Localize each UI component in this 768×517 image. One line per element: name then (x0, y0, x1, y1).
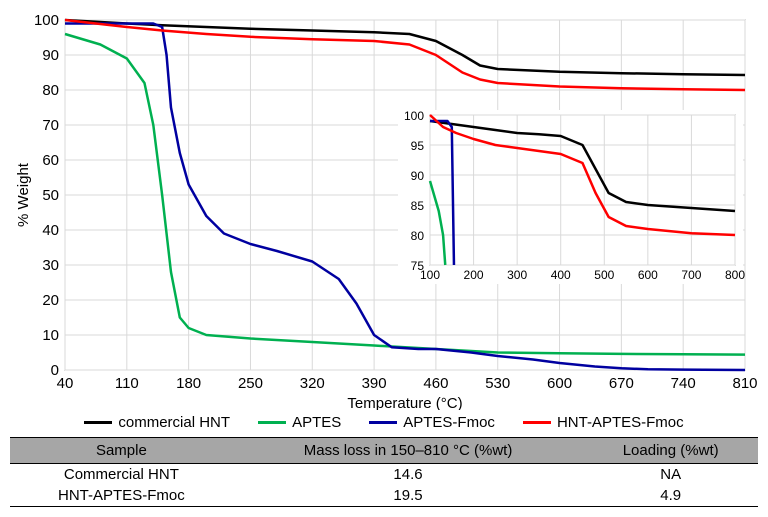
table-cell: 4.9 (583, 485, 758, 507)
legend-label: HNT-APTES-Fmoc (557, 414, 684, 431)
x-tick-label: 600 (638, 268, 658, 282)
table-cell: 19.5 (233, 485, 584, 507)
legend-label: APTES-Fmoc (403, 414, 495, 431)
table-cell: HNT-APTES-Fmoc (10, 485, 233, 507)
table-header-cell: Loading (%wt) (583, 438, 758, 464)
y-tick-label: 20 (42, 292, 59, 309)
y-tick-label: 60 (42, 152, 59, 169)
y-tick-label: 90 (42, 47, 59, 64)
x-tick-label: 40 (57, 375, 74, 392)
x-tick-label: 320 (300, 375, 325, 392)
data-table: SampleMass loss in 150–810 °C (%wt)Loadi… (10, 437, 758, 507)
y-tick-label: 75 (411, 259, 425, 273)
x-tick-label: 600 (547, 375, 572, 392)
legend-item: HNT-APTES-Fmoc (523, 414, 684, 431)
y-tick-label: 100 (34, 12, 59, 29)
x-axis-label: Temperature (°C) (347, 395, 462, 410)
y-tick-label: 95 (411, 139, 425, 153)
y-tick-label: 30 (42, 257, 59, 274)
x-tick-label: 200 (464, 268, 484, 282)
y-tick-label: 0 (51, 362, 59, 379)
legend-label: APTES (292, 414, 341, 431)
chart-legend: commercial HNT APTES APTES-Fmoc HNT-APTES-F… (10, 414, 758, 431)
y-tick-label: 70 (42, 117, 59, 134)
table-header-cell: Sample (10, 438, 233, 464)
tga-chart: 40 110 180 250 320 390 460 530 600 670 740 810 0 10 20… (10, 10, 758, 410)
y-tick-label: 80 (411, 229, 425, 243)
inset-chart: 1002003004005006007008007580859095100 (398, 109, 745, 284)
x-tick-label: 110 (115, 375, 139, 392)
legend-swatch (84, 421, 112, 424)
y-axis-label: % Weight (15, 162, 32, 227)
y-tick-label: 100 (404, 109, 424, 123)
table-cell: Commercial HNT (10, 464, 233, 486)
table-row: Commercial HNT14.6NA (10, 464, 758, 486)
x-tick-label: 800 (725, 268, 745, 282)
x-tick-label: 500 (594, 268, 614, 282)
x-tick-label: 400 (551, 268, 571, 282)
legend-item: APTES (258, 414, 341, 431)
x-tick-label: 810 (732, 375, 757, 392)
legend-swatch (258, 421, 286, 424)
table-cell: NA (583, 464, 758, 486)
x-tick-label: 530 (485, 375, 510, 392)
legend-item: APTES-Fmoc (369, 414, 495, 431)
x-tick-label: 460 (423, 375, 448, 392)
x-tick-label: 250 (238, 375, 263, 392)
table-header-cell: Mass loss in 150–810 °C (%wt) (233, 438, 584, 464)
x-tick-label: 740 (671, 375, 696, 392)
y-tick-label: 85 (411, 199, 425, 213)
x-tick-label: 390 (362, 375, 387, 392)
x-tick-label: 300 (507, 268, 527, 282)
table-cell: 14.6 (233, 464, 584, 486)
y-tick-label: 90 (411, 169, 425, 183)
legend-swatch (523, 421, 551, 424)
legend-item: commercial HNT (84, 414, 230, 431)
y-tick-label: 10 (42, 327, 59, 344)
x-tick-label: 180 (176, 375, 201, 392)
x-tick-label: 700 (681, 268, 701, 282)
table-row: HNT-APTES-Fmoc19.54.9 (10, 485, 758, 507)
y-tick-label: 40 (42, 222, 59, 239)
legend-swatch (369, 421, 397, 424)
y-tick-label: 80 (42, 82, 59, 99)
x-tick-label: 670 (609, 375, 634, 392)
legend-label: commercial HNT (118, 414, 230, 431)
y-tick-label: 50 (42, 187, 59, 204)
